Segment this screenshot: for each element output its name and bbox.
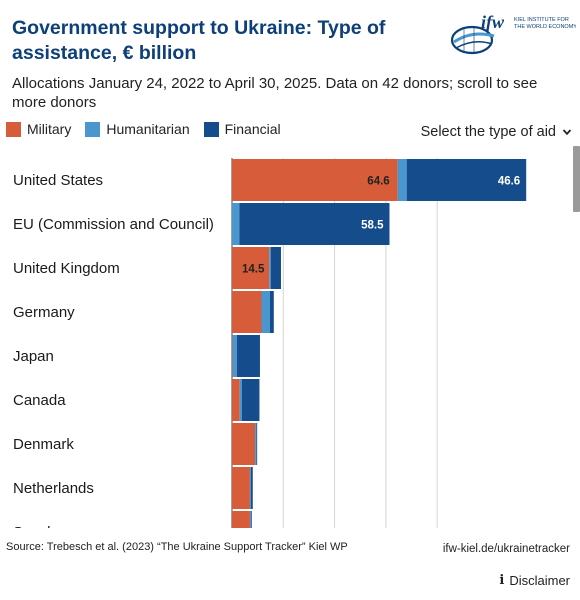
bar-segment-humanitarian[interactable] [255, 423, 257, 465]
bar-segment-financial[interactable] [269, 291, 274, 333]
bar-segment-humanitarian[interactable] [397, 159, 407, 201]
bar-segment-military[interactable] [232, 423, 256, 465]
category-label: Netherlands [13, 480, 94, 497]
category-label: EU (Commission and Council) [13, 216, 214, 233]
data-label: 46.6 [498, 176, 520, 188]
bar-segment-military[interactable] [232, 335, 233, 377]
legend-label: Military [27, 121, 72, 137]
disclaimer-button[interactable]: i Disclaimer [499, 573, 570, 588]
bar-segment-military[interactable] [232, 379, 240, 421]
logo-line1: KIEL INSTITUTE FOR [514, 17, 569, 23]
chart-scroll-area[interactable]: United States EU (Commission and Council)… [0, 146, 572, 528]
bar-segment-financial[interactable] [239, 203, 390, 245]
bar-segment-financial[interactable] [250, 511, 252, 528]
bar-segment-financial[interactable] [406, 159, 527, 201]
bar-segment-military[interactable] [232, 511, 250, 528]
legend-label: Financial [224, 121, 281, 137]
legend-item-military[interactable]: Military [6, 121, 71, 137]
bar-segment-financial[interactable] [242, 379, 260, 421]
bar-segment-financial[interactable] [236, 335, 260, 377]
bar-segment-humanitarian[interactable] [232, 335, 237, 377]
category-label: United Kingdom [13, 260, 120, 277]
globe-icon [450, 25, 495, 55]
bar-segment-financial[interactable] [250, 467, 253, 509]
legend-item-financial[interactable]: Financial [203, 121, 281, 137]
data-label: 14.5 [242, 264, 265, 276]
info-icon: i [499, 573, 505, 588]
aid-type-select[interactable]: Select the type of aid [421, 124, 572, 140]
legend-label: Humanitarian [106, 121, 190, 137]
bar-segment-humanitarian[interactable] [261, 291, 270, 333]
bar-segment-humanitarian[interactable] [232, 203, 240, 245]
legend: Military Humanitarian Financial [6, 121, 295, 137]
bar-segment-financial[interactable] [270, 247, 281, 289]
category-label: United States [13, 172, 103, 189]
tracker-link[interactable]: ifw-kiel.de/ukrainetracker [442, 543, 570, 555]
bar-segment-humanitarian[interactable] [249, 511, 251, 528]
bar-segment-financial[interactable] [256, 423, 258, 465]
category-label: Sweden [13, 524, 67, 528]
bar-segment-humanitarian[interactable] [249, 467, 251, 509]
bar-segment-military[interactable] [232, 247, 270, 289]
category-label: Japan [13, 348, 54, 365]
bar-segment-military[interactable] [232, 291, 262, 333]
bar-segment-humanitarian[interactable] [269, 247, 271, 289]
logo-wordmark: ifw [481, 12, 505, 32]
data-label: 64.6 [367, 176, 389, 188]
legend-swatch [85, 121, 101, 137]
category-label: Germany [13, 304, 75, 321]
chart-subtitle: Allocations January 24, 2022 to April 30… [12, 75, 538, 111]
source-note: Source: Trebesch et al. (2023) “The Ukra… [6, 541, 348, 553]
legend-swatch [6, 121, 21, 137]
category-label: Canada [13, 392, 66, 409]
legend-swatch [203, 121, 219, 137]
category-label: Denmark [13, 436, 74, 453]
ifw-logo: ifw KIEL INSTITUTE FOR THE WORLD ECONOMY [450, 12, 576, 55]
bar-segment-military[interactable] [232, 467, 250, 509]
bar-segment-military[interactable] [232, 159, 398, 201]
logo-line2: THE WORLD ECONOMY [514, 24, 576, 30]
vertical-scrollbar[interactable] [573, 146, 580, 528]
chart-title: Government support to Ukraine: Type of a… [12, 17, 386, 64]
data-label: 58.5 [361, 220, 384, 232]
aid-type-select-label: Select the type of aid [420, 124, 556, 140]
stacked-bar-chart: United States EU (Commission and Council)… [13, 158, 527, 528]
bar-segment-humanitarian[interactable] [239, 379, 243, 421]
disclaimer-label: Disclaimer [509, 573, 570, 588]
legend-item-humanitarian[interactable]: Humanitarian [85, 121, 190, 137]
scrollbar-thumb[interactable] [573, 146, 580, 212]
chevron-down-icon [562, 129, 572, 136]
